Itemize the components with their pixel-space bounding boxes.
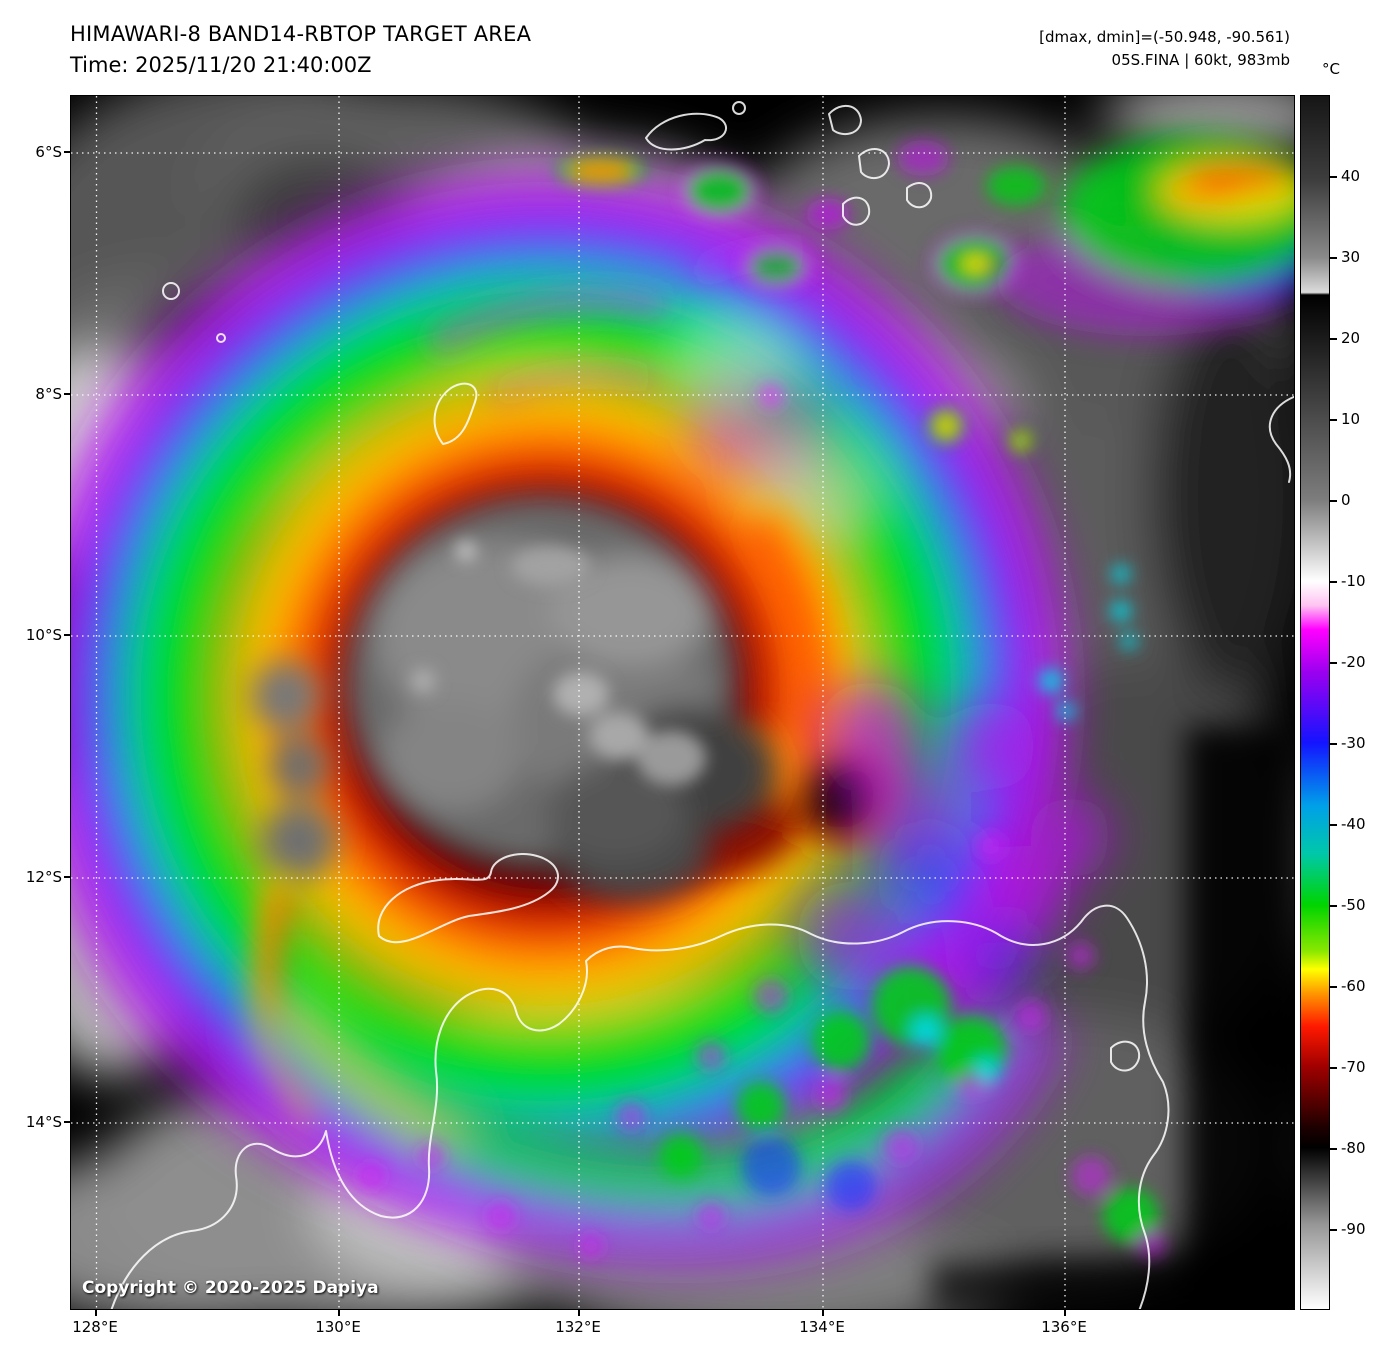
lon-tick-label: 132°E	[555, 1318, 601, 1336]
lat-axis-tick	[64, 634, 70, 636]
colorbar-tick-label: -40	[1341, 815, 1366, 833]
colorbar-tick	[1330, 176, 1337, 178]
east-convection	[796, 681, 1111, 1051]
lon-tick-label: 130°E	[315, 1318, 361, 1336]
lon-tick-label: 134°E	[799, 1318, 845, 1336]
lon-axis-tick	[578, 1310, 580, 1316]
colorbar-tick	[1330, 905, 1337, 907]
lat-tick-label: 6°S	[35, 143, 62, 161]
colorbar-tick	[1330, 338, 1337, 340]
lon-tick-label: 136°E	[1041, 1318, 1087, 1336]
colorbar-gradient	[1300, 95, 1330, 1310]
lat-axis-tick	[64, 393, 70, 395]
colorbar-tick	[1330, 1229, 1337, 1231]
lat-tick-label: 12°S	[25, 868, 62, 886]
dmax-dmin-readout: [dmax, dmin]=(-50.948, -90.561)	[1039, 28, 1290, 46]
colorbar-tick	[1330, 581, 1337, 583]
colorbar-tick	[1330, 257, 1337, 259]
colorbar-tick-label: -50	[1341, 896, 1366, 914]
southeast-cells	[357, 831, 1167, 1262]
lat-tick-label: 14°S	[25, 1113, 62, 1131]
grid-lines	[71, 96, 1294, 1309]
satellite-plot-area	[70, 95, 1295, 1310]
colorbar-tick-label: 0	[1341, 491, 1351, 509]
core-highlights	[411, 541, 706, 786]
colorbar-tick	[1330, 824, 1337, 826]
colorbar-tick	[1330, 500, 1337, 502]
copyright-watermark: Copyright © 2020-2025 Dapiya	[82, 1278, 379, 1298]
lat-tick-label: 8°S	[35, 385, 62, 403]
lat-axis-tick	[64, 151, 70, 153]
colorbar-tick-label: -60	[1341, 977, 1366, 995]
colorbar-tick	[1330, 743, 1337, 745]
colorbar-tick-label: -10	[1341, 572, 1366, 590]
colorbar-tick-label: 40	[1341, 167, 1361, 185]
colorbar-tick-label: 10	[1341, 410, 1361, 428]
colorbar-tick-label: -20	[1341, 653, 1366, 671]
lon-axis-tick	[338, 1310, 340, 1316]
lat-axis-tick	[64, 876, 70, 878]
coastlines	[110, 101, 1294, 1309]
northeast-wash	[661, 316, 891, 546]
lon-axis-tick	[95, 1310, 97, 1316]
page-title: HIMAWARI-8 BAND14-RBTOP TARGET AREA	[70, 22, 532, 46]
colorbar-tick	[1330, 1067, 1337, 1069]
colorbar-tick-label: -90	[1341, 1220, 1366, 1238]
timestamp-label: Time: 2025/11/20 21:40:00Z	[70, 53, 372, 77]
colorbar-tick-label: 20	[1341, 329, 1361, 347]
lon-axis-tick	[1064, 1310, 1066, 1316]
colorbar-tick	[1330, 986, 1337, 988]
lon-axis-tick	[822, 1310, 824, 1316]
lon-tick-label: 128°E	[72, 1318, 118, 1336]
lat-tick-label: 10°S	[25, 626, 62, 644]
colorbar-tick	[1330, 419, 1337, 421]
colorbar-tick	[1330, 662, 1337, 664]
colorbar-tick-label: -80	[1341, 1139, 1366, 1157]
storm-info-readout: 05S.FINA | 60kt, 983mb	[1111, 51, 1290, 69]
colorbar-tick-label: -70	[1341, 1058, 1366, 1076]
satellite-image	[71, 96, 1294, 1309]
colorbar-tick-label: 30	[1341, 248, 1361, 266]
no-data-mask	[931, 726, 1294, 1309]
lat-axis-tick	[64, 1121, 70, 1123]
corner-storm	[996, 136, 1294, 336]
magenta-streaks	[424, 242, 813, 404]
colorbar-tick	[1330, 1148, 1337, 1150]
colorbar-tick-label: -30	[1341, 734, 1366, 752]
colorbar-unit-label: °C	[1322, 60, 1340, 78]
